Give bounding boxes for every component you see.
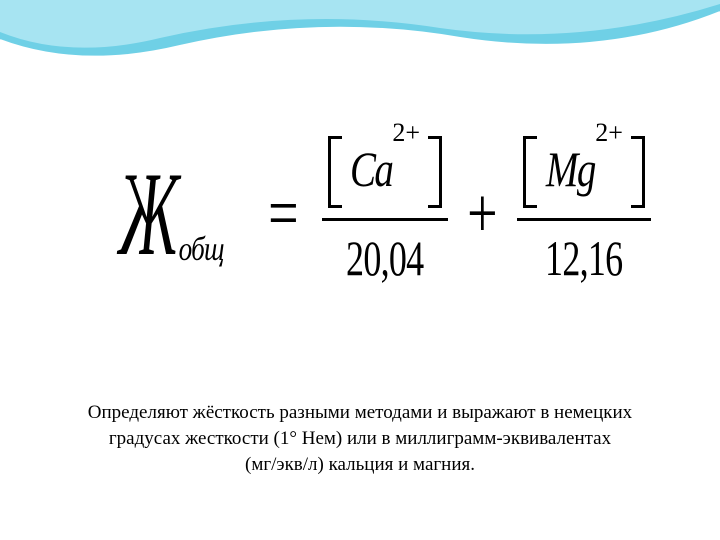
- header-wave-decoration: [0, 0, 720, 90]
- ion-mg: Mg: [545, 140, 594, 198]
- charge-mg: 2+: [595, 118, 623, 148]
- denominator-mg: 12,16: [545, 221, 622, 287]
- bracket-right-icon: [631, 136, 645, 208]
- fraction-calcium: Ca 2+ 20,04: [322, 140, 448, 287]
- caption-line-3: (мг/экв/л) кальция и магния.: [36, 452, 684, 478]
- ion-ca: Ca: [350, 140, 392, 198]
- hardness-formula: Ж общ = Ca 2+ 20,04 + Mg 2+ 12,16: [70, 140, 650, 287]
- fraction-magnesium: Mg 2+ 12,16: [517, 140, 651, 287]
- caption-line-2: градусах жесткости (1° Нем) или в миллиг…: [36, 426, 684, 452]
- subscript-total: общ: [179, 231, 224, 269]
- numerator-ca: Ca 2+: [322, 140, 448, 218]
- bracket-left-icon: [523, 136, 537, 208]
- equals-sign: =: [268, 172, 298, 255]
- caption-line-1: Определяют жёсткость разными методами и …: [36, 400, 684, 426]
- numerator-mg: Mg 2+: [517, 140, 651, 218]
- bracket-left-icon: [328, 136, 342, 208]
- variable-zh: Ж: [119, 154, 179, 274]
- bracket-right-icon: [428, 136, 442, 208]
- caption-text: Определяют жёсткость разными методами и …: [0, 400, 720, 479]
- denominator-ca: 20,04: [346, 221, 423, 287]
- charge-ca: 2+: [392, 118, 420, 148]
- plus-sign: +: [467, 172, 497, 255]
